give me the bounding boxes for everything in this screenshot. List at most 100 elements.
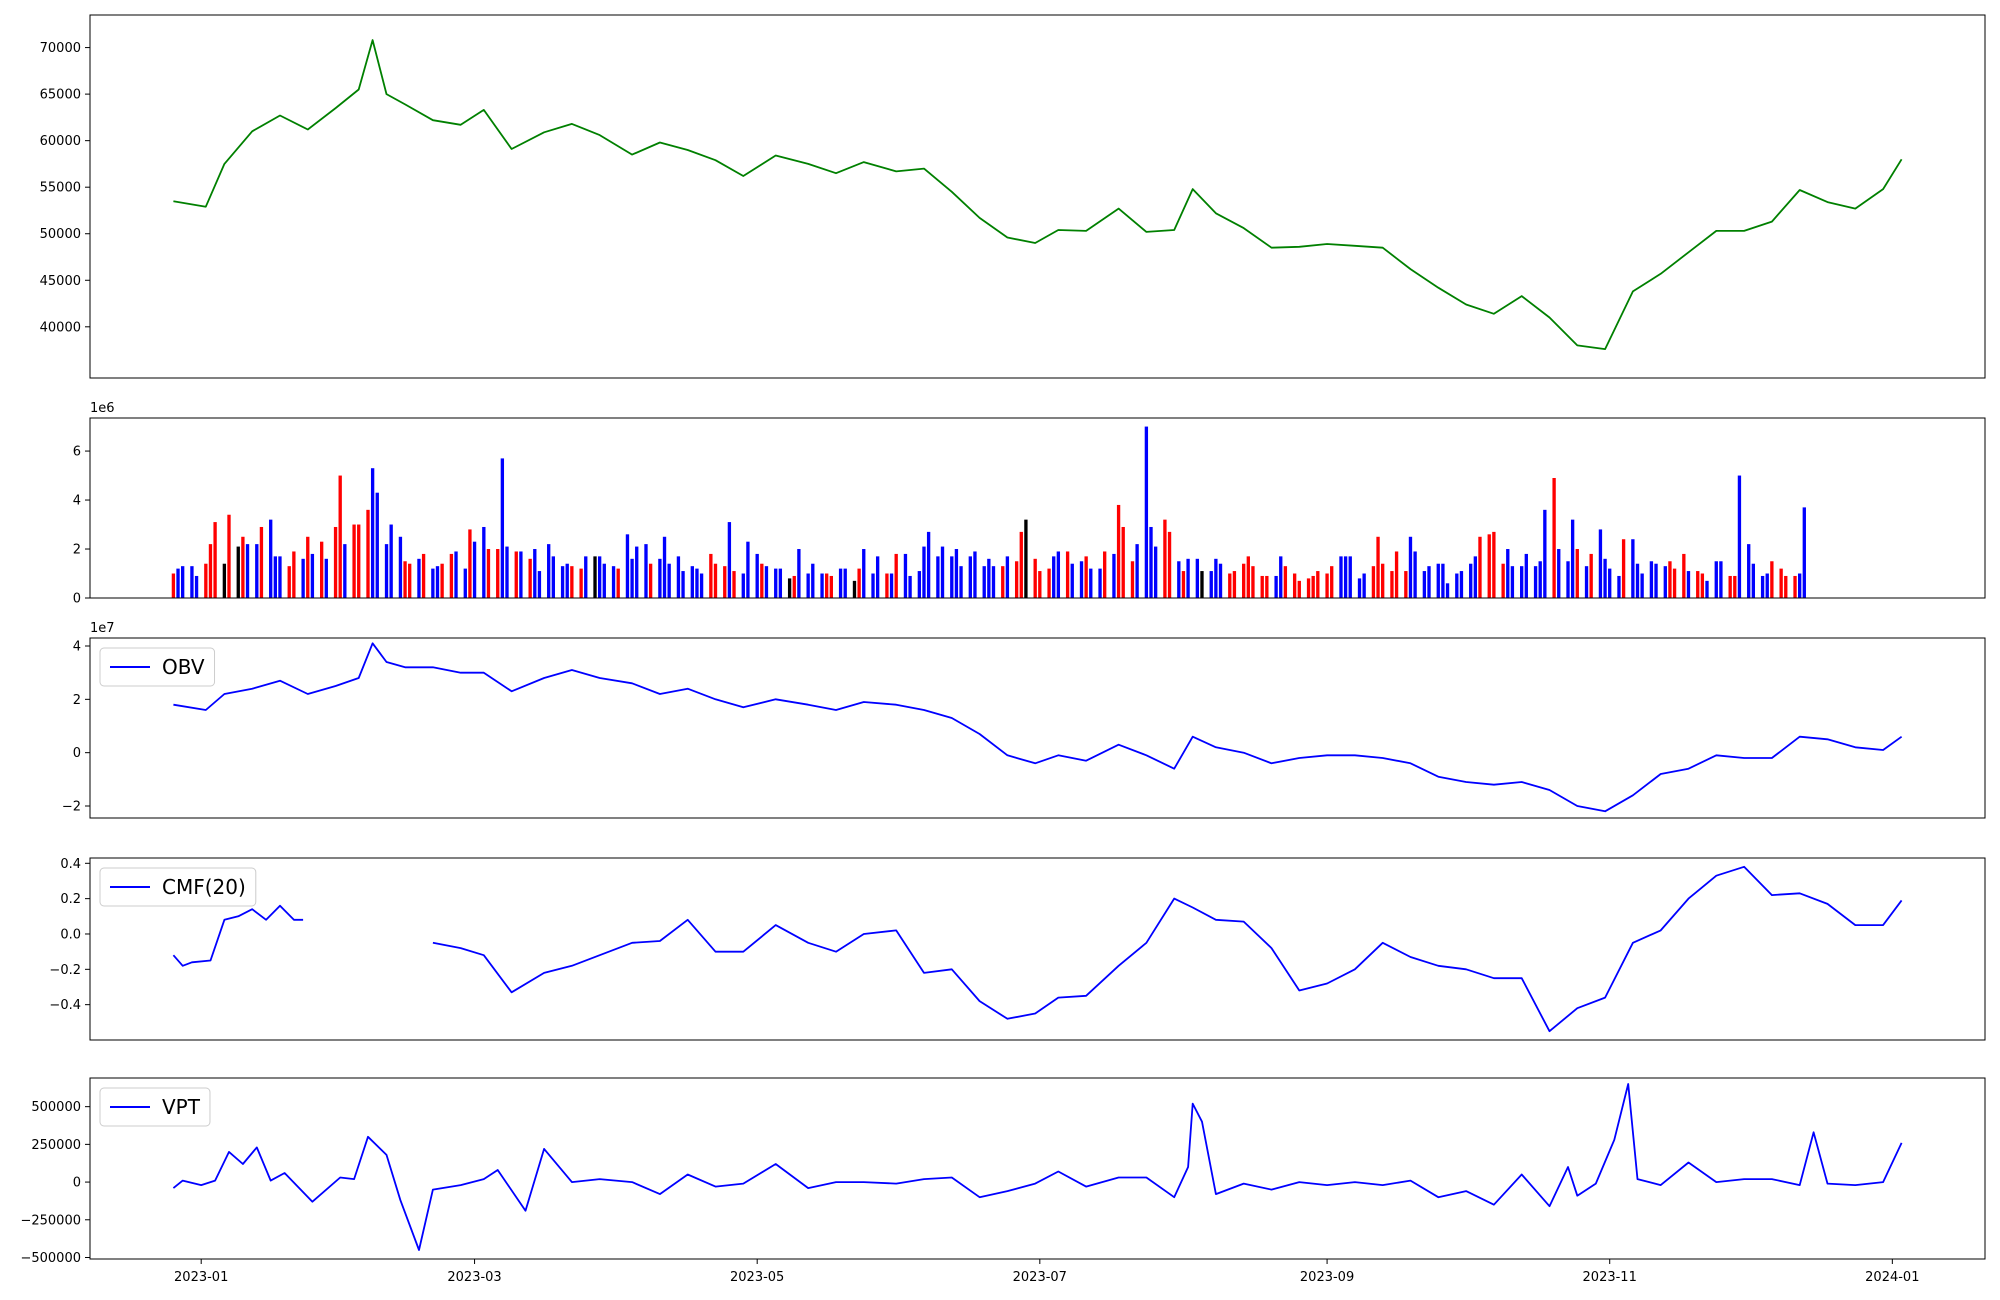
- volume-bar: [954, 549, 959, 598]
- volume-bar: [950, 556, 954, 598]
- volume-bar: [1167, 531, 1172, 598]
- x-tick-label: 2024-01: [1865, 1270, 1919, 1285]
- volume-bar: [1325, 573, 1329, 598]
- volume-bar: [1682, 553, 1686, 598]
- volume-bar: [1570, 519, 1575, 598]
- volume-bar: [1557, 549, 1561, 598]
- volume-bar: [1330, 566, 1334, 598]
- volume-bar: [1246, 556, 1250, 598]
- y-tick-label: 70000: [40, 41, 81, 56]
- panel-1: 40000 45000 50000 55000 60000 65000 70000: [40, 14, 1986, 379]
- volume-bar: [463, 568, 467, 598]
- volume-bar: [695, 568, 699, 598]
- volume-bar: [959, 566, 963, 598]
- volume-bar: [1566, 561, 1570, 598]
- volume-bar: [278, 556, 282, 598]
- volume-bar: [825, 573, 829, 598]
- volume-bar: [1130, 561, 1135, 598]
- volume-bar: [1292, 573, 1297, 598]
- volume-bar: [1052, 556, 1056, 598]
- axes-frame: [89, 1077, 1986, 1260]
- panel-1-data: [173, 39, 1903, 350]
- volume-bar: [435, 566, 440, 598]
- legend-label: CMF(20): [162, 875, 246, 899]
- volume-bar: [1232, 571, 1237, 598]
- volume-bar: [1793, 575, 1797, 598]
- volume-bar: [403, 561, 407, 598]
- y-tick-label: 250000: [31, 1138, 81, 1153]
- volume-bar: [454, 551, 458, 598]
- volume-bar: [292, 551, 296, 598]
- y-tick-label: 2: [73, 543, 81, 558]
- volume-bar: [547, 544, 551, 598]
- volume-bar: [176, 568, 180, 598]
- volume-bar: [1765, 573, 1769, 598]
- y-tick-label: 0: [73, 1176, 81, 1191]
- volume-bar: [255, 544, 259, 598]
- y-tick-label: 500000: [31, 1100, 81, 1115]
- cmf-line-segment-2: [432, 865, 1903, 1033]
- volume-bar: [1649, 561, 1654, 598]
- volume-bar: [584, 556, 588, 598]
- volume-bar: [1501, 563, 1505, 598]
- volume-bar: [644, 544, 648, 598]
- volume-bar: [245, 544, 250, 598]
- volume-bar: [894, 553, 898, 598]
- axes-frame: [89, 637, 1986, 819]
- volume-bar: [746, 541, 750, 598]
- volume-bar: [375, 492, 379, 598]
- volume-bar: [389, 524, 393, 598]
- volume-bar: [1371, 566, 1376, 598]
- volume-bar: [1700, 573, 1705, 598]
- volume-bar: [862, 549, 866, 598]
- y-tick-label: 4: [73, 494, 81, 509]
- volume-bar: [384, 544, 389, 598]
- volume-bar: [1584, 566, 1589, 598]
- volume-bar: [936, 556, 940, 598]
- volume-bar: [658, 558, 662, 598]
- legend-box: [99, 647, 216, 687]
- volume-bar: [1297, 580, 1301, 598]
- volume-bar: [1621, 539, 1626, 598]
- volume-bar: [1357, 578, 1362, 598]
- y-tick-label: 45000: [40, 274, 81, 289]
- x-tick-label: 2023-07: [1013, 1270, 1067, 1285]
- volume-bar: [1459, 571, 1464, 598]
- volume-bar: [611, 566, 616, 598]
- volume-bar: [1200, 571, 1204, 598]
- volume-bar: [1242, 563, 1246, 598]
- volume-bar: [1404, 571, 1408, 598]
- volume-bar: [602, 563, 606, 598]
- volume-bar: [1033, 558, 1037, 598]
- volume-bar: [1696, 571, 1700, 598]
- volume-bar: [1436, 563, 1440, 598]
- volume-bar: [1478, 536, 1482, 598]
- volume-bar: [269, 519, 273, 598]
- volume-bar: [681, 571, 685, 598]
- volume-bar: [1149, 526, 1153, 598]
- y-tick-label: 0.2: [60, 892, 81, 907]
- volume-bar: [857, 568, 861, 598]
- y-tick-label: 6: [73, 445, 81, 460]
- vpt-line: [172, 1083, 1903, 1251]
- volume-bar: [213, 522, 217, 598]
- volume-bar: [1316, 571, 1320, 598]
- volume-bar: [662, 536, 667, 598]
- volume-bar: [922, 546, 926, 598]
- volume-bar: [222, 563, 227, 598]
- y-tick-label: 0.0: [60, 927, 81, 942]
- volume-bar: [514, 551, 518, 598]
- y-tick-label: 0: [73, 746, 81, 761]
- x-tick-label: 2023-09: [1300, 1270, 1354, 1285]
- volume-bar: [1668, 561, 1672, 598]
- volume-bar: [1228, 573, 1232, 598]
- volume-bar: [1802, 507, 1806, 598]
- volume-bar: [760, 563, 764, 598]
- y-tick-label: 55000: [40, 181, 81, 196]
- volume-bar: [838, 568, 843, 598]
- volume-bar: [1209, 571, 1213, 598]
- volume-bar: [1598, 529, 1603, 598]
- volume-bar: [1751, 563, 1756, 598]
- obv-line: [173, 642, 1903, 813]
- volume-bar: [1635, 563, 1640, 598]
